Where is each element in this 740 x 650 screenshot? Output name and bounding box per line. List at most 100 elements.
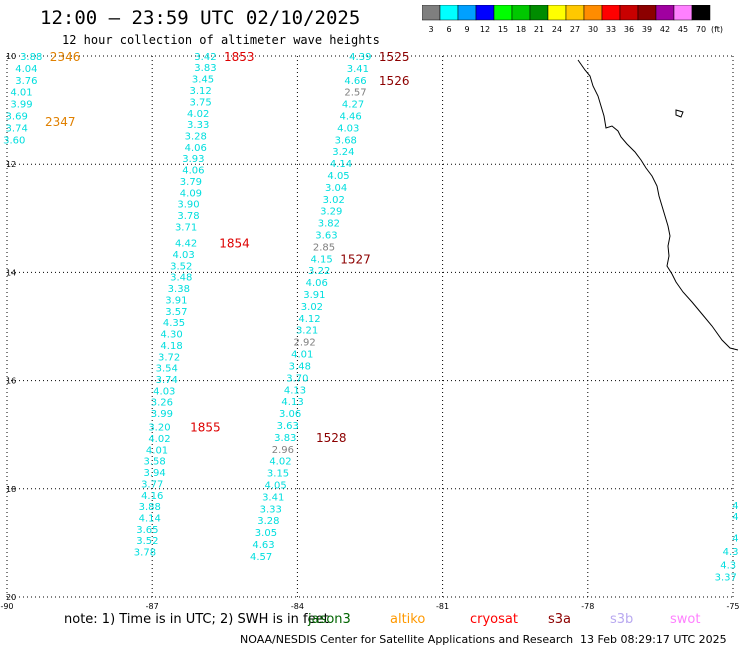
wave-height-reading: 3.28 [185, 132, 207, 143]
wave-height-reading: 4.15 [310, 254, 332, 265]
wave-height-reading: 3.60 [3, 135, 25, 146]
pass-time-label: 1854 [219, 237, 250, 251]
colorbar-unit: (ft) [711, 25, 723, 34]
wave-height-reading: 3.02 [301, 302, 323, 313]
lat-tick-label: 20 [6, 593, 16, 602]
lon-tick-label: -81 [436, 602, 449, 611]
wave-height-reading: 3.94 [143, 468, 165, 479]
wave-height-reading: 3.63 [277, 421, 299, 432]
lat-tick-label: 16 [6, 377, 16, 386]
lat-tick-label: 10 [6, 52, 16, 61]
wave-height-reading: 3.88 [20, 52, 42, 63]
wave-height-reading: 3.06 [279, 409, 301, 420]
wave-height-reading: 3.78 [134, 548, 156, 559]
wave-height-reading: 3.90 [177, 200, 199, 211]
wave-height-reading: 4.27 [342, 100, 364, 111]
wave-height-reading: 3.52 [170, 261, 192, 272]
lon-tick-label: -90 [0, 602, 13, 611]
wave-height-reading: 4.30 [160, 330, 182, 341]
wave-height-reading: 3.69 [6, 112, 28, 123]
wave-height-reading: 4 [732, 533, 738, 544]
wave-height-reading: 4.14 [330, 159, 352, 170]
pass-time-label: 1527 [340, 252, 371, 266]
wave-height-reading: 4.12 [298, 314, 320, 325]
wave-height-reading: 4.46 [340, 112, 362, 123]
colorbar-swatch [691, 5, 711, 21]
altimeter-track: 3.884.043.764.013.993.693.743.60 2346 [3, 50, 80, 146]
wave-height-reading: 3.33 [187, 120, 209, 131]
wave-height-reading: 4.66 [344, 76, 366, 87]
altimeter-track: 2347 [45, 115, 76, 129]
wave-height-reading: 4.42 [175, 239, 197, 250]
altimeter-track: 4.153.224.063.913.024.123.212.924.013.48… [277, 252, 371, 432]
wave-height-reading: 4 [732, 501, 738, 512]
footer-timestamp: 13 Feb 08:29:17 UTC 2025 [580, 633, 727, 646]
wave-height-reading: 4.57 [250, 552, 272, 563]
pass-time-label: 1526 [379, 74, 410, 88]
wave-height-reading: 3.37 [715, 572, 737, 583]
colorbar-label: 21 [534, 25, 544, 34]
note-text: note: 1) Time is in UTC; 2) SWH is in fe… [64, 612, 329, 627]
wave-height-reading: 3.28 [257, 516, 279, 527]
lat-tick-label: 12 [6, 160, 16, 169]
wave-height-reading: 4.01 [291, 350, 313, 361]
graticule [6, 55, 734, 598]
wave-height-reading: 3.57 [165, 307, 187, 318]
lat-tick-label: 18 [6, 485, 16, 494]
colorbar-label: 24 [552, 25, 562, 34]
wave-height-reading: 3.99 [10, 100, 32, 111]
wave-height-reading: 4.63 [252, 540, 274, 551]
mission-altiko: altiko [390, 612, 426, 627]
wave-height-reading: 3.24 [332, 147, 354, 158]
colorbar-label: 15 [498, 25, 508, 34]
wave-height-reading: 3.79 [180, 177, 202, 188]
pass-time-label: 2347 [45, 115, 76, 129]
wave-height-reading: 4.09 [180, 188, 202, 199]
wave-height-reading: 4.18 [160, 341, 182, 352]
wave-height-reading: 3.20 [148, 423, 170, 434]
wave-height-reading: 4.03 [337, 123, 359, 134]
wave-height-reading: 3.12 [189, 86, 211, 97]
wave-height-reading: 3.75 [189, 97, 211, 108]
wave-height-reading: 4.14 [139, 513, 161, 524]
colorbar-label: 27 [570, 25, 580, 34]
coastline [577, 59, 739, 351]
wave-height-reading: 3.02 [323, 195, 345, 206]
wave-height-reading: 3.76 [15, 76, 37, 87]
wave-height-reading: 4.02 [187, 109, 209, 120]
altimeter-track: 1526 [379, 74, 410, 88]
colorbar-label: 36 [624, 25, 634, 34]
wave-height-reading: 4.13 [284, 385, 306, 396]
wave-height-reading: 4.02 [269, 457, 291, 468]
wave-height-reading: 4.16 [141, 491, 163, 502]
wave-height-reading: 4.39 [349, 52, 371, 63]
wave-height-reading: 3.71 [175, 222, 197, 233]
wave-height-reading: 3.70 [286, 373, 308, 384]
wave-height-reading: 3.72 [158, 352, 180, 363]
altimeter-track: 3.832.964.023.154.053.413.333.283.054.63… [250, 431, 347, 563]
wave-height-reading: 3.88 [139, 502, 161, 513]
wave-height-reading: 4 [732, 512, 738, 523]
lon-tick-label: -87 [146, 602, 159, 611]
wave-height-reading: 4.13 [281, 397, 303, 408]
wave-height-reading: 3.54 [156, 364, 178, 375]
pass-time-label: 1855 [190, 421, 221, 435]
altimeter-track: 4.393.414.662.574.274.464.033.683.244.14… [313, 50, 410, 253]
wave-height-reading: 3.63 [315, 231, 337, 242]
mission-s3a: s3a [548, 612, 572, 627]
wave-height-reading: 2.57 [344, 88, 366, 99]
wave-height-reading: 3.68 [335, 135, 357, 146]
wave-height-reading: 3.22 [308, 266, 330, 277]
wave-height-reading: 4.04 [15, 64, 37, 75]
lon-tick-label: -75 [726, 602, 739, 611]
altimeter-track: 4.424.033.523.483.383.913.574.354.304.18… [151, 237, 250, 420]
wave-height-reading: 3.65 [136, 525, 158, 536]
map-title: 12:00 — 23:59 UTC 02/10/2025 [40, 7, 361, 29]
wave-height-reading: 3.15 [267, 469, 289, 480]
wave-height-reading: 3.42 [194, 52, 216, 63]
mission-jason3: jason3 [308, 612, 351, 627]
wave-height-reading: 3.41 [347, 64, 369, 75]
pass-time-label: 1853 [224, 50, 255, 64]
wave-height-reading: 3.74 [6, 123, 28, 134]
mission-s3b: s3b [610, 612, 634, 627]
